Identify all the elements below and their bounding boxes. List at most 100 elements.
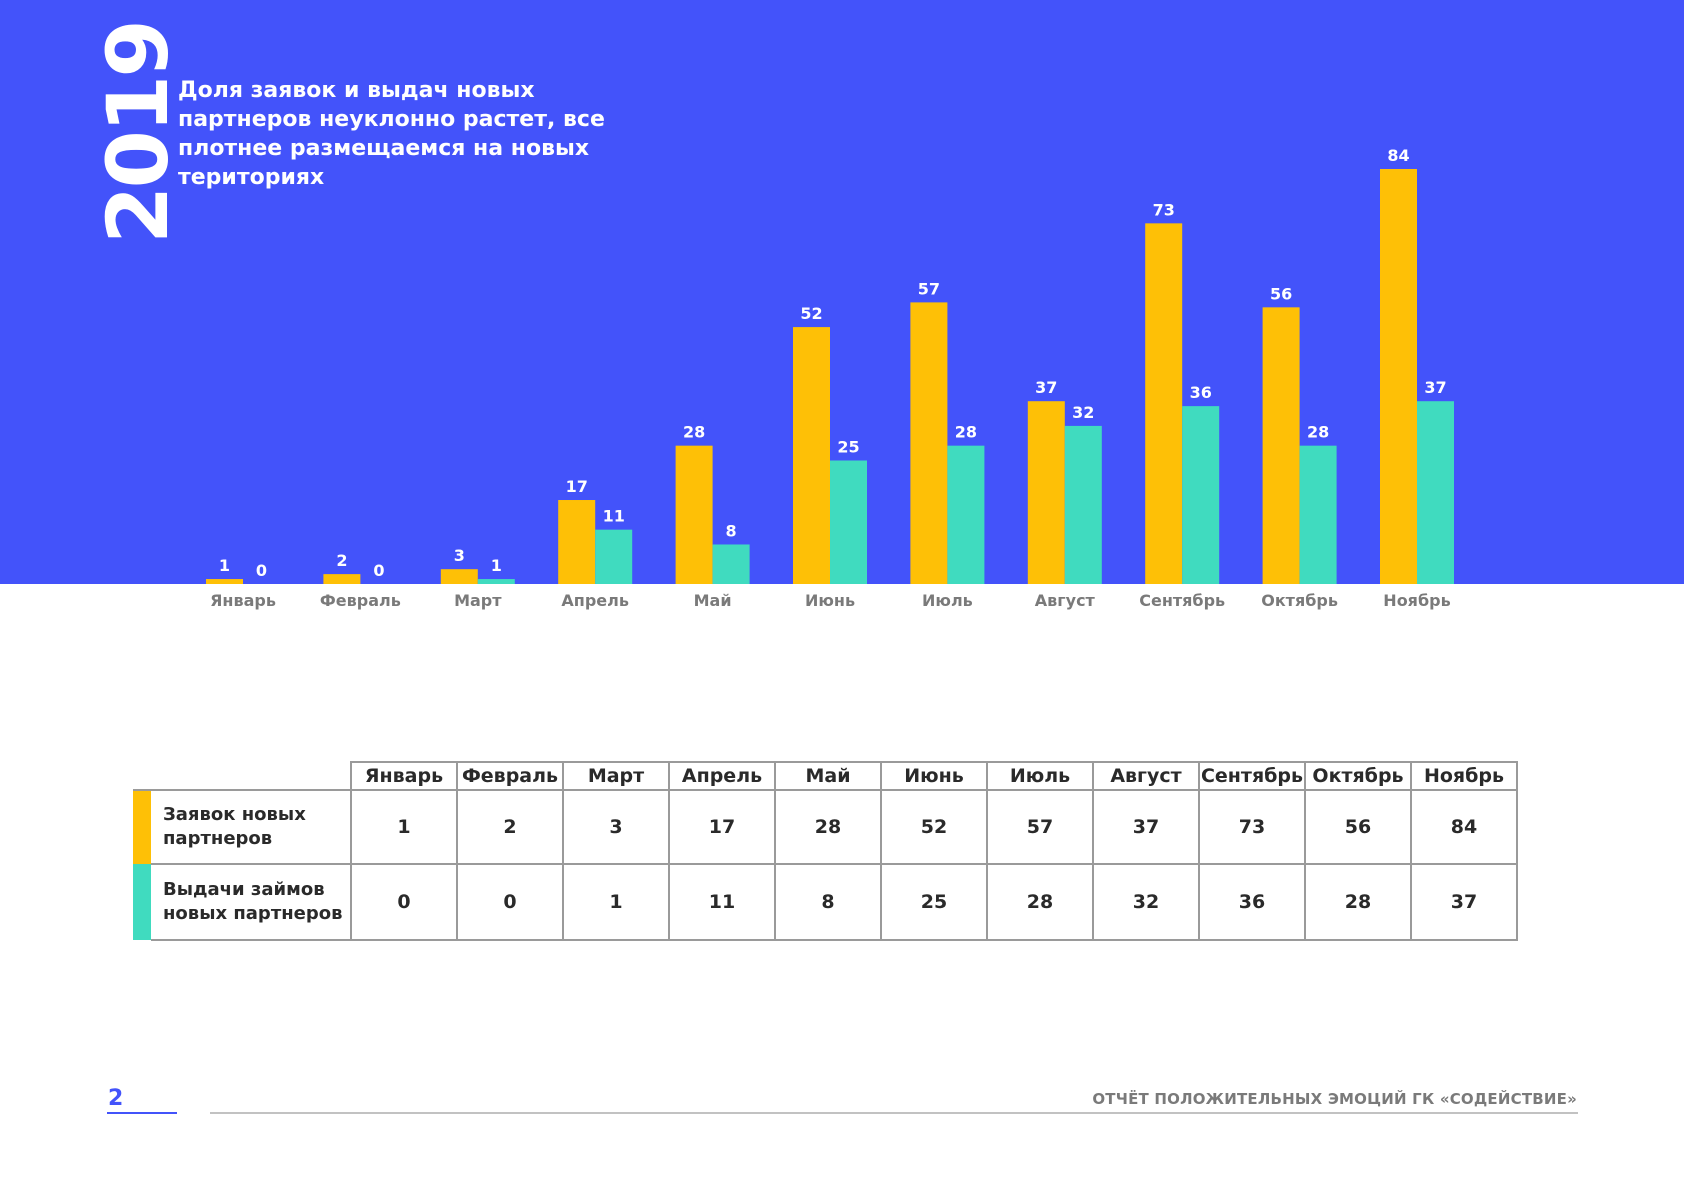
bar-applications (323, 574, 361, 584)
table-cell: 28 (774, 789, 882, 865)
x-tick-label: Апрель (561, 591, 629, 610)
table-cell: 0 (456, 863, 564, 941)
data-label-applications: 56 (1270, 284, 1292, 303)
table-cell: 1 (350, 789, 458, 865)
page-number: 2 (108, 1086, 124, 1111)
data-label-applications: 37 (1035, 378, 1057, 397)
table-header-cell: Май (774, 761, 882, 791)
bar-applications (206, 579, 243, 584)
x-tick-label: Июль (922, 591, 973, 610)
footer-title: ОТЧЁТ ПОЛОЖИТЕЛЬНЫХ ЭМОЦИЙ ГК «СОДЕЙСТВИ… (1092, 1090, 1577, 1108)
x-tick-label: Январь (210, 591, 276, 610)
bar-applications (1380, 169, 1417, 584)
chart-headline: Доля заявок и выдач новых партнеров неук… (178, 78, 605, 190)
table-header-cell: Сентябрь (1198, 761, 1306, 791)
bar-applications (793, 327, 830, 584)
x-tick-label: Сентябрь (1139, 591, 1225, 610)
table-header-row: Январь Февраль Март Апрель Май Июнь Июль… (133, 761, 1518, 791)
x-tick-label: Июнь (805, 591, 855, 610)
table-header-cell: Июль (986, 761, 1094, 791)
bar-chart: 1 0 Январь 2 0 Февраль 3 1 Март 17 11 Апрель 28 8 Май 5… (206, 146, 1454, 610)
data-label-loans: 8 (726, 521, 737, 540)
table-cell: 57 (986, 789, 1094, 865)
data-label-applications: 57 (918, 279, 940, 298)
data-label-loans: 37 (1424, 378, 1446, 397)
table-corner (133, 762, 352, 791)
data-label-applications: 73 (1153, 200, 1175, 219)
bar-loans (712, 544, 750, 584)
bar-applications (558, 500, 596, 584)
data-label-applications: 28 (683, 423, 705, 442)
x-tick-label: Май (694, 591, 732, 610)
bar-loans (1299, 445, 1337, 584)
bar-applications (910, 302, 948, 584)
x-tick-label: Ноябрь (1383, 591, 1450, 610)
data-label-applications: 17 (566, 477, 588, 496)
bar-loans (1064, 425, 1102, 584)
table-cell: 3 (562, 789, 670, 865)
bar-loans (830, 460, 867, 584)
table-cell: 28 (986, 863, 1094, 941)
row-label-loans: Выдачи займов новых партнеров (151, 863, 352, 941)
data-label-applications: 52 (800, 304, 822, 323)
data-label-applications: 2 (336, 551, 347, 570)
data-label-loans: 32 (1072, 403, 1094, 422)
table-header-cell: Октябрь (1304, 761, 1412, 791)
data-label-loans: 36 (1190, 383, 1212, 402)
table-header-cell: Апрель (668, 761, 776, 791)
table-cell: 11 (668, 863, 776, 941)
data-label-loans: 0 (256, 561, 267, 580)
table-header-cell: Март (562, 761, 670, 791)
table-cell: 28 (1304, 863, 1412, 941)
table-header-cell: Ноябрь (1410, 761, 1518, 791)
bar-loans (1417, 401, 1454, 584)
legend-swatch-applications (133, 790, 151, 864)
table-row-loans: Выдачи займов новых партнеров 0 0 1 11 8 … (133, 863, 1518, 941)
bar-loans (595, 529, 633, 584)
table-row-applications: Заявок новых партнеров 1 2 3 17 28 52 57 … (133, 789, 1518, 865)
data-label-loans: 0 (373, 561, 384, 580)
table-cell: 56 (1304, 789, 1412, 865)
table-cell: 2 (456, 789, 564, 865)
table-cell: 52 (880, 789, 988, 865)
table-header-cell: Февраль (456, 761, 564, 791)
bar-loans (1182, 406, 1220, 584)
data-label-loans: 11 (603, 507, 625, 526)
data-label-applications: 1 (219, 556, 230, 575)
table-cell: 36 (1198, 863, 1306, 941)
bar-loans (947, 445, 985, 584)
table-cell: 17 (668, 789, 776, 865)
data-label-loans: 28 (1307, 423, 1329, 442)
bar-applications (1145, 223, 1183, 584)
data-table: Январь Февраль Март Апрель Май Июнь Июль… (133, 761, 1518, 941)
x-tick-label: Февраль (320, 591, 401, 610)
data-label-loans: 28 (955, 423, 977, 442)
table-header-cell: Июнь (880, 761, 988, 791)
data-label-loans: 1 (491, 556, 502, 575)
data-label-loans: 25 (837, 437, 859, 456)
x-tick-label: Август (1035, 591, 1096, 610)
data-label-applications: 3 (454, 546, 465, 565)
table-header-cell: Январь (350, 761, 458, 791)
legend-swatch-loans (133, 864, 151, 940)
page-number-underline (107, 1112, 177, 1114)
x-tick-label: Октябрь (1261, 591, 1338, 610)
bar-loans (477, 579, 515, 584)
bar-applications (675, 445, 713, 584)
table-cell: 8 (774, 863, 882, 941)
row-label-applications: Заявок новых партнеров (151, 789, 352, 865)
bar-applications (1262, 307, 1300, 584)
table-cell: 37 (1410, 863, 1518, 941)
table-cell: 25 (880, 863, 988, 941)
table-cell: 1 (562, 863, 670, 941)
footer-divider (210, 1112, 1578, 1114)
table-cell: 84 (1410, 789, 1518, 865)
x-tick-label: Март (454, 591, 502, 610)
table-header-cell: Август (1092, 761, 1200, 791)
table-cell: 37 (1092, 789, 1200, 865)
bar-applications (440, 569, 478, 584)
table-cell: 73 (1198, 789, 1306, 865)
table-cell: 32 (1092, 863, 1200, 941)
bar-applications (1027, 401, 1065, 584)
data-label-applications: 84 (1387, 146, 1409, 165)
